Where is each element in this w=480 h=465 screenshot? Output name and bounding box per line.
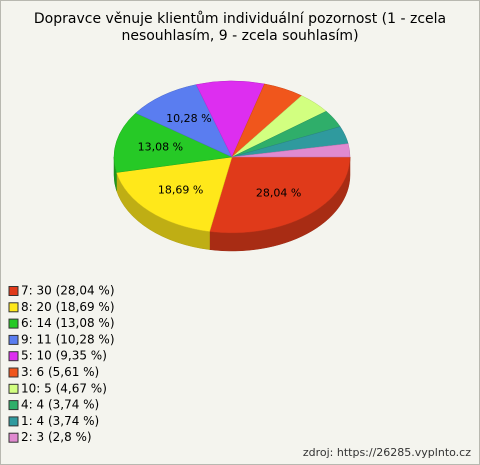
legend-swatch [8, 318, 19, 329]
slice [135, 84, 233, 158]
legend-swatch [8, 383, 19, 394]
legend-swatch [8, 302, 19, 313]
legend-label: 2: 3 (2,8 %) [21, 430, 92, 444]
legend-label: 10: 5 (4,67 %) [21, 381, 107, 395]
legend-swatch [8, 367, 19, 378]
legend-label: 7: 30 (28,04 %) [21, 284, 115, 298]
legend-swatch [8, 416, 19, 427]
legend-label: 4: 4 (3,74 %) [21, 398, 99, 412]
legend-label: 1: 4 (3,74 %) [21, 414, 99, 428]
legend-label: 6: 14 (13,08 %) [21, 316, 115, 330]
slice [113, 112, 233, 173]
chart-title: Dopravce věnuje klientům individuální po… [33, 11, 447, 44]
legend-swatch [8, 286, 19, 296]
data-label: 13,08 % [138, 140, 183, 153]
legend-label: 5: 10 (9,35 %) [21, 349, 107, 363]
legend-swatch [8, 334, 19, 345]
data-label: 28,04 % [256, 186, 301, 199]
data-label: 18,69 % [158, 184, 203, 197]
legend-swatch [8, 400, 19, 411]
legend-label: 9: 11 (10,28 %) [21, 332, 115, 346]
slice [209, 156, 351, 234]
slice [116, 156, 233, 232]
slice [231, 143, 351, 158]
legend-label: 3: 6 (5,61 %) [21, 365, 99, 379]
legend-label: 8: 20 (18,69 %) [21, 300, 115, 314]
legend-swatch [8, 432, 19, 443]
data-label: 10,28 % [166, 112, 211, 125]
source: zdroj: https://26285.vyplnto.cz [303, 446, 471, 459]
legend-swatch [8, 351, 19, 362]
